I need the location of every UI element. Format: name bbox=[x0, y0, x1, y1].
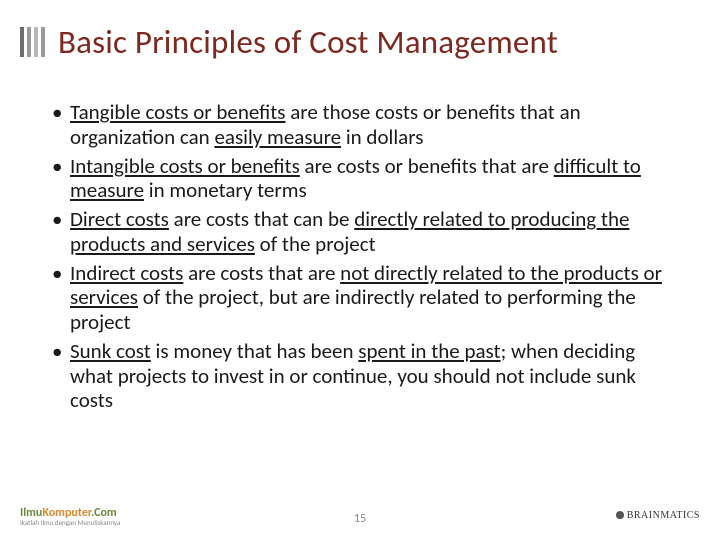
text-segment: are costs or benefits that are bbox=[300, 153, 554, 179]
underlined-text: Direct costs bbox=[70, 206, 169, 232]
underlined-text: Indirect costs bbox=[70, 260, 183, 286]
text-segment: of the project bbox=[255, 231, 376, 257]
bulb-icon bbox=[616, 511, 624, 519]
list-item: Tangible costs or benefits are those cos… bbox=[50, 100, 680, 150]
title-decoration-icon bbox=[20, 27, 48, 57]
text-segment: of the project, but are indirectly relat… bbox=[70, 284, 636, 335]
underlined-text: easily measure bbox=[214, 124, 341, 150]
footer-logo-left: IlmuKomputer.Com Ikatlah Ilmu dengan Men… bbox=[20, 507, 120, 526]
text-segment: in dollars bbox=[341, 124, 423, 150]
title-row: Basic Principles of Cost Management bbox=[20, 22, 700, 62]
footer-logo-right: BRAINMATICS bbox=[616, 509, 700, 522]
underlined-text: Tangible costs or benefits bbox=[70, 99, 285, 125]
slide-title: Basic Principles of Cost Management bbox=[58, 22, 558, 62]
text-segment: are costs that can be bbox=[169, 206, 354, 232]
underlined-text: Intangible costs or benefits bbox=[70, 153, 300, 179]
footer-tagline: Ikatlah Ilmu dengan Menuliskannya bbox=[20, 519, 120, 526]
bullet-list: Tangible costs or benefits are those cos… bbox=[50, 100, 680, 413]
page-number: 15 bbox=[354, 512, 366, 526]
footer-right-text: BRAINMATICS bbox=[627, 510, 700, 521]
slide-body: Tangible costs or benefits are those cos… bbox=[50, 100, 680, 417]
list-item: Direct costs are costs that can be direc… bbox=[50, 207, 680, 257]
text-segment: in monetary terms bbox=[144, 177, 307, 203]
footer: IlmuKomputer.Com Ikatlah Ilmu dengan Men… bbox=[0, 504, 720, 532]
list-item: Intangible costs or benefits are costs o… bbox=[50, 154, 680, 204]
underlined-text: spent in the past bbox=[358, 338, 500, 364]
text-segment: is money that has been bbox=[151, 338, 358, 364]
list-item: Sunk cost is money that has been spent i… bbox=[50, 339, 680, 413]
slide: Basic Principles of Cost Management Tang… bbox=[0, 0, 720, 540]
list-item: Indirect costs are costs that are not di… bbox=[50, 261, 680, 335]
text-segment: are costs that are bbox=[183, 260, 340, 286]
underlined-text: Sunk cost bbox=[70, 338, 151, 364]
